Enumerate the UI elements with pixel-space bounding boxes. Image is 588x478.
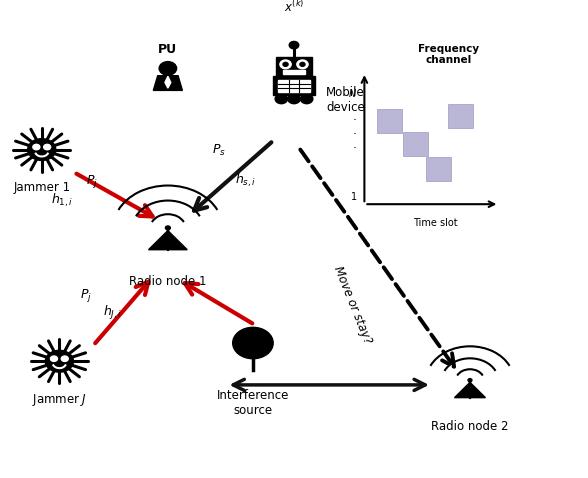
- Text: Radio node 2: Radio node 2: [431, 421, 509, 434]
- Text: ·: ·: [353, 128, 357, 141]
- Text: $N$: $N$: [348, 87, 357, 99]
- Text: PU: PU: [158, 43, 178, 56]
- Polygon shape: [149, 230, 187, 250]
- Bar: [273, 76, 315, 95]
- Text: Jammer $J$: Jammer $J$: [32, 392, 87, 408]
- Bar: [377, 109, 402, 133]
- Text: Mobile
device: Mobile device: [326, 86, 365, 114]
- Text: ·: ·: [353, 114, 357, 127]
- Polygon shape: [28, 139, 56, 161]
- Circle shape: [165, 226, 171, 230]
- Circle shape: [300, 63, 305, 66]
- Circle shape: [288, 94, 300, 104]
- Circle shape: [280, 60, 291, 69]
- Circle shape: [51, 356, 58, 361]
- Text: ·: ·: [353, 141, 357, 154]
- Circle shape: [283, 63, 288, 66]
- Circle shape: [468, 379, 472, 382]
- Circle shape: [297, 60, 308, 69]
- Text: Interference
source: Interference source: [217, 389, 289, 416]
- Text: 1: 1: [350, 192, 357, 202]
- Bar: [283, 70, 305, 74]
- Circle shape: [33, 144, 40, 150]
- Text: $P_j$: $P_j$: [86, 173, 98, 190]
- Bar: [278, 80, 310, 92]
- Bar: [276, 57, 312, 76]
- Bar: [448, 104, 473, 128]
- Bar: [403, 131, 427, 156]
- Polygon shape: [45, 350, 74, 372]
- Text: $h_{1,i}$: $h_{1,i}$: [51, 192, 73, 209]
- Text: $x^{(k)}$: $x^{(k)}$: [284, 0, 304, 15]
- Bar: [426, 157, 451, 181]
- Polygon shape: [455, 382, 486, 398]
- Text: $P_s$: $P_s$: [212, 143, 226, 158]
- Text: Time slot: Time slot: [413, 218, 457, 228]
- Circle shape: [44, 144, 51, 150]
- Text: Jammer 1: Jammer 1: [13, 181, 71, 194]
- Circle shape: [159, 62, 176, 75]
- Circle shape: [275, 94, 288, 104]
- Polygon shape: [165, 76, 171, 88]
- Text: Radio node 1: Radio node 1: [129, 275, 206, 288]
- Text: Move or stay?: Move or stay?: [331, 264, 374, 345]
- Circle shape: [289, 42, 299, 49]
- Circle shape: [61, 356, 68, 361]
- Text: Frequency
channel: Frequency channel: [417, 44, 479, 65]
- Text: $P_j$: $P_j$: [80, 287, 92, 304]
- Circle shape: [233, 327, 273, 358]
- Text: $h_{s,i}$: $h_{s,i}$: [235, 172, 257, 189]
- Text: $h_{J,i}$: $h_{J,i}$: [103, 304, 123, 322]
- Circle shape: [300, 94, 313, 104]
- Polygon shape: [153, 76, 182, 90]
